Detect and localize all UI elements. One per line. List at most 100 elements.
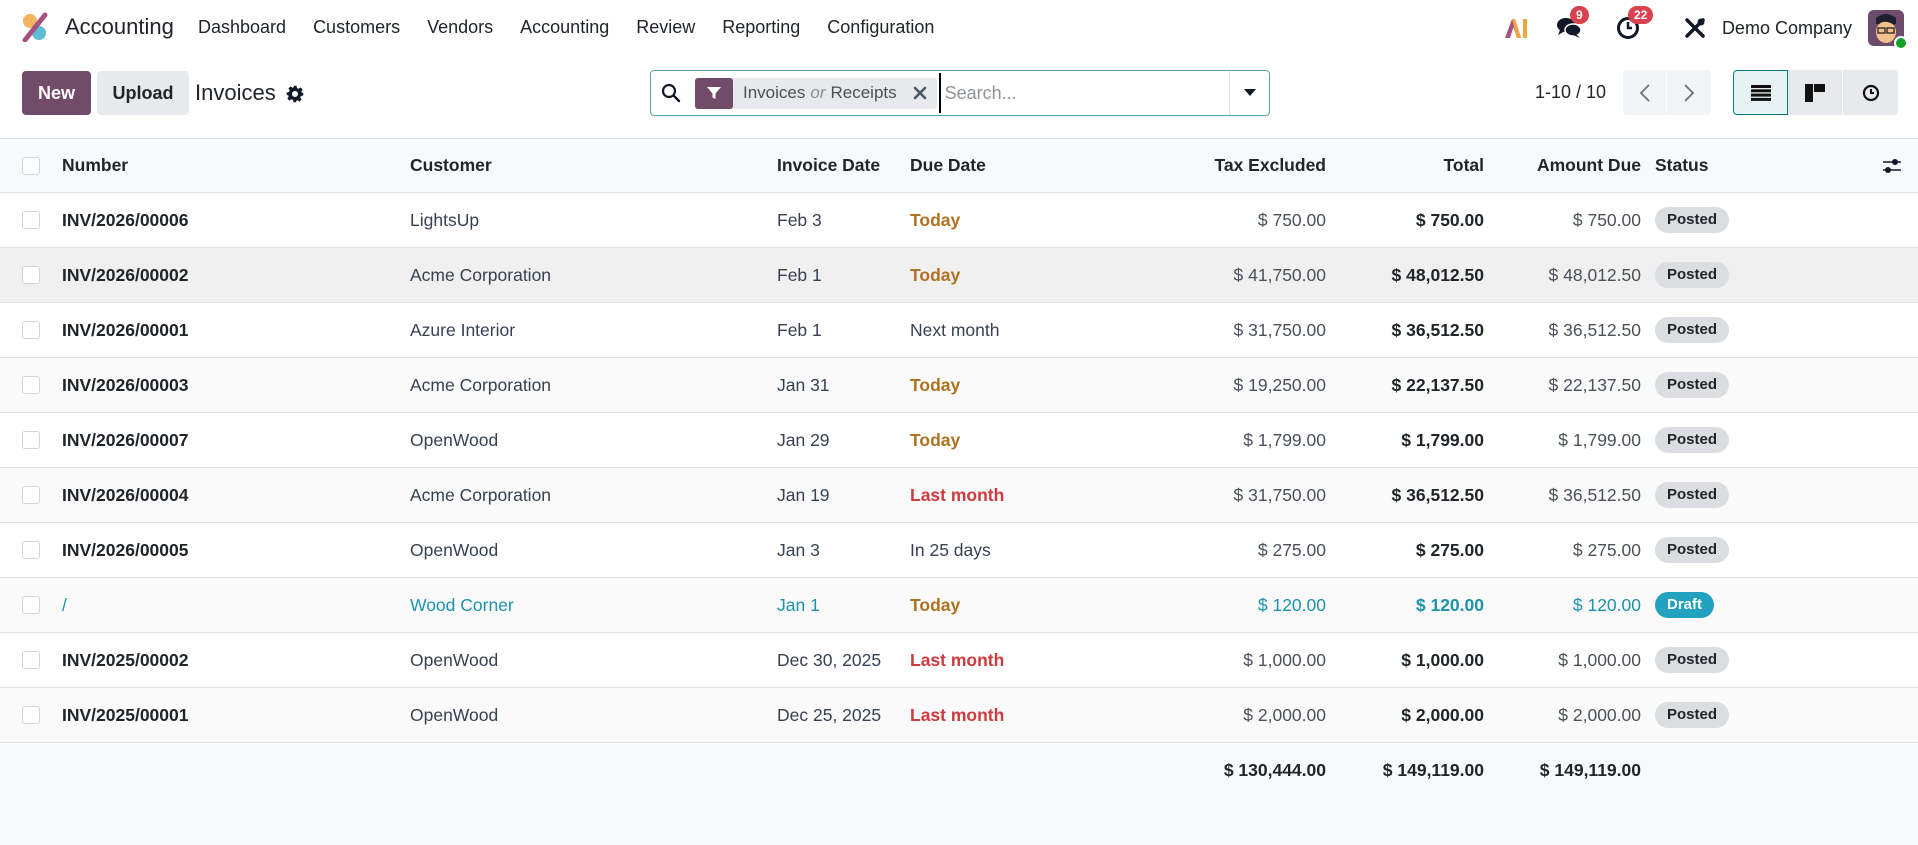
row-select-cell: [22, 688, 42, 742]
cell-customer: LightsUp: [410, 209, 480, 230]
cell-status: Posted: [1655, 523, 1730, 577]
menu-item-reporting[interactable]: Reporting: [722, 17, 801, 37]
table-row[interactable]: INV/2026/00004 Acme Corporation Jan 19 L…: [0, 468, 1918, 523]
online-status-dot: [1894, 36, 1908, 50]
row-checkbox[interactable]: [22, 541, 40, 559]
row-checkbox[interactable]: [22, 321, 40, 339]
facet-value-receipts: Receipts: [830, 83, 897, 102]
menu-item-review[interactable]: Review: [636, 17, 696, 37]
cell-invoice-date: Jan 3: [777, 539, 820, 560]
cell-number: INV/2026/00006: [62, 209, 189, 230]
cell-customer: Azure Interior: [410, 319, 516, 340]
app-logo-icon[interactable]: [20, 12, 50, 42]
row-checkbox[interactable]: [22, 596, 40, 614]
cell-tax-excluded: $ 275.00: [1257, 539, 1326, 560]
header-customer[interactable]: Customer: [410, 155, 492, 175]
sliders-icon: [1883, 158, 1901, 173]
menu-item-configuration[interactable]: Configuration: [827, 17, 935, 37]
cell-amount-due: $ 275.00: [1572, 539, 1641, 560]
cell-invoice-date: Jan 1: [777, 594, 820, 615]
company-switcher[interactable]: Demo Company: [1721, 17, 1852, 38]
cell-status: Posted: [1655, 248, 1730, 302]
cell-amount-due: $ 1,799.00: [1558, 429, 1641, 450]
list-view-button[interactable]: [1733, 70, 1788, 115]
row-select-cell: [22, 248, 42, 302]
cell-status: Draft: [1655, 578, 1715, 632]
kanban-view-button[interactable]: [1788, 70, 1843, 115]
systray: 9 22 Demo Company: [1504, 0, 1918, 56]
menu-item-vendors[interactable]: Vendors: [427, 17, 494, 37]
table-row[interactable]: INV/2025/00002 OpenWood Dec 30, 2025 Las…: [0, 633, 1918, 688]
facet-label: Invoices or Receipts: [733, 78, 907, 109]
pager-previous-button[interactable]: [1623, 70, 1667, 115]
select-all-checkbox[interactable]: [22, 156, 40, 175]
header-status[interactable]: Status: [1655, 155, 1709, 175]
table-row[interactable]: INV/2026/00006 LightsUp Feb 3 Today $ 75…: [0, 193, 1918, 248]
cell-tax-excluded: $ 19,250.00: [1233, 374, 1326, 395]
table-row[interactable]: INV/2026/00007 OpenWood Jan 29 Today $ 1…: [0, 413, 1918, 468]
table-row-draft[interactable]: / Wood Corner Jan 1 Today $ 120.00 $ 120…: [0, 578, 1918, 633]
upload-button[interactable]: Upload: [97, 71, 189, 115]
header-number[interactable]: Number: [62, 155, 129, 175]
table-row[interactable]: INV/2026/00005 OpenWood Jan 3 In 25 days…: [0, 523, 1918, 578]
cell-due-date: Last month: [910, 484, 1005, 505]
facet-value-invoices: Invoices: [743, 83, 806, 102]
ai-icon[interactable]: [1504, 17, 1530, 39]
cell-amount-due: $ 2,000.00: [1558, 704, 1641, 725]
header-total[interactable]: Total: [1443, 155, 1484, 175]
messages-icon[interactable]: 9: [1556, 6, 1589, 40]
pager-value[interactable]: 1-10 / 10: [1535, 82, 1607, 102]
row-checkbox[interactable]: [22, 266, 40, 284]
search-input[interactable]: [938, 73, 1229, 113]
row-select-cell: [22, 578, 42, 632]
menu-item-accounting[interactable]: Accounting: [520, 17, 610, 37]
cell-total: $ 1,799.00: [1401, 429, 1484, 450]
cell-due-date: Today: [910, 374, 961, 395]
cell-invoice-date: Feb 3: [777, 209, 822, 230]
activity-view-button[interactable]: [1843, 70, 1898, 115]
cell-status: Posted: [1655, 358, 1730, 412]
cell-tax-excluded: $ 1,799.00: [1243, 429, 1326, 450]
cell-status: Posted: [1655, 468, 1730, 522]
row-checkbox[interactable]: [22, 431, 40, 449]
cell-due-date: Next month: [910, 319, 1000, 340]
pager-next-button[interactable]: [1667, 70, 1711, 115]
table-row[interactable]: INV/2026/00001 Azure Interior Feb 1 Next…: [0, 303, 1918, 358]
cell-total: $ 22,137.50: [1391, 374, 1484, 395]
row-checkbox[interactable]: [22, 651, 40, 669]
activities-clock-icon[interactable]: 22: [1616, 6, 1654, 40]
new-button[interactable]: New: [22, 71, 91, 115]
cell-customer: OpenWood: [410, 539, 499, 560]
row-checkbox[interactable]: [22, 211, 40, 229]
row-checkbox[interactable]: [22, 376, 40, 394]
header-amount-due[interactable]: Amount Due: [1536, 155, 1641, 175]
row-checkbox[interactable]: [22, 706, 40, 724]
clock-icon: [1862, 84, 1879, 101]
tools-icon[interactable]: [1684, 17, 1706, 39]
header-invoice-date[interactable]: Invoice Date: [777, 155, 881, 175]
table-row[interactable]: INV/2026/00003 Acme Corporation Jan 31 T…: [0, 358, 1918, 413]
facet-remove-icon[interactable]: [907, 78, 937, 109]
cell-customer: OpenWood: [410, 429, 499, 450]
cell-number: INV/2025/00002: [62, 649, 189, 670]
table-row[interactable]: INV/2026/00002 Acme Corporation Feb 1 To…: [0, 248, 1918, 303]
table-row[interactable]: INV/2025/00001 OpenWood Dec 25, 2025 Las…: [0, 688, 1918, 743]
menu-item-customers[interactable]: Customers: [313, 17, 401, 37]
cell-tax-excluded: $ 31,750.00: [1233, 319, 1326, 340]
cell-total: $ 48,012.50: [1391, 264, 1484, 285]
header-due-date[interactable]: Due Date: [910, 155, 986, 175]
cell-invoice-date: Jan 19: [777, 484, 830, 505]
optional-columns-toggle[interactable]: [1882, 139, 1908, 192]
menu-item-dashboard[interactable]: Dashboard: [198, 17, 287, 37]
cell-amount-due: $ 22,137.50: [1548, 374, 1641, 395]
gear-icon[interactable]: [286, 85, 304, 103]
total-amount-due: $ 149,119.00: [1539, 760, 1641, 780]
header-tax-excluded[interactable]: Tax Excluded: [1214, 155, 1326, 175]
app-name[interactable]: Accounting: [65, 14, 174, 39]
row-checkbox[interactable]: [22, 486, 40, 504]
search-options-toggle[interactable]: [1229, 71, 1269, 115]
user-avatar[interactable]: [1868, 10, 1908, 50]
cell-status: Posted: [1655, 633, 1730, 687]
cell-customer: OpenWood: [410, 649, 499, 670]
search-icon[interactable]: [651, 71, 691, 115]
